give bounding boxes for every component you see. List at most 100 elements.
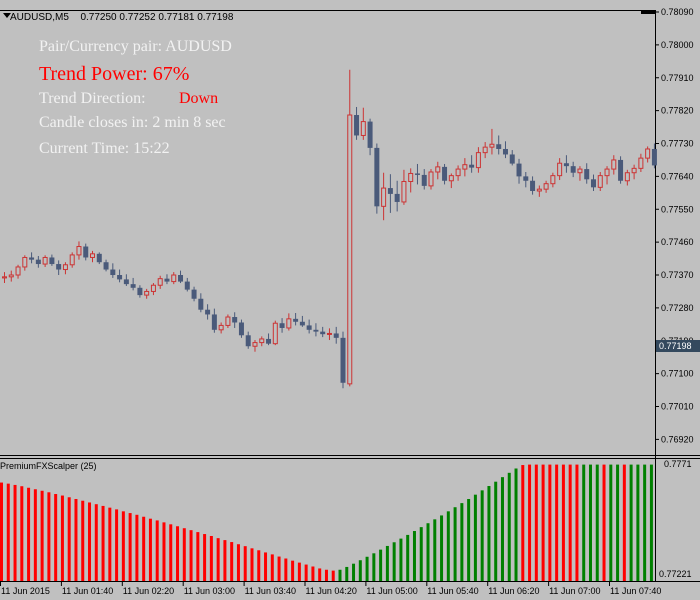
candle-body: [306, 325, 312, 330]
histogram-bar: [115, 509, 119, 581]
price-tick-label: 0.77100: [661, 369, 694, 379]
candle-body: [611, 159, 617, 170]
candle-body: [123, 279, 129, 285]
candle-body: [320, 331, 326, 335]
histogram-bar: [81, 500, 85, 581]
histogram-bar: [277, 556, 281, 581]
candle-body: [76, 246, 82, 256]
candle-body: [205, 309, 211, 315]
candle-body: [618, 159, 624, 181]
candle-body: [536, 188, 542, 192]
histogram-bar: [622, 464, 626, 581]
histogram-bar: [636, 464, 640, 581]
candle-body: [286, 318, 292, 329]
time-tick-label: 11 Jun 07:40: [610, 586, 661, 596]
candle-body: [62, 264, 68, 271]
candle-body: [8, 274, 14, 278]
candle-body: [360, 121, 366, 136]
histogram-bar: [264, 552, 268, 581]
histogram-bar: [379, 549, 383, 581]
candle-body: [238, 322, 244, 336]
chevron-down-icon[interactable]: [3, 13, 11, 18]
candle-body: [584, 169, 590, 180]
histogram-bar: [473, 494, 477, 581]
candle-body: [570, 166, 576, 173]
price-tick-label: 0.77010: [661, 402, 694, 412]
histogram-bar: [331, 570, 335, 581]
time-tick-label: 11 Jun 07:00: [549, 586, 600, 596]
candle-countdown: Candle closes in: 2 min 8 sec: [39, 114, 226, 131]
candle-body: [103, 262, 109, 270]
chart-shift-marker[interactable]: [641, 11, 655, 14]
candle-body: [482, 146, 488, 154]
histogram-bar: [88, 502, 92, 581]
histogram-bar: [345, 566, 349, 581]
histogram-bar: [311, 566, 315, 581]
histogram-bar: [352, 563, 356, 581]
time-tick-label: 11 Jun 03:40: [245, 586, 296, 596]
candle-body: [137, 287, 143, 296]
candle-body: [130, 284, 136, 288]
candle-body: [211, 314, 217, 330]
current-price-text: 0.77198: [659, 341, 692, 351]
indicator-bottom-value: 0.77221: [659, 569, 692, 579]
indicator-top-value: 0.7771: [664, 459, 692, 469]
histogram-bar: [433, 519, 437, 581]
histogram-bar: [291, 560, 295, 581]
histogram-bar: [257, 550, 261, 581]
histogram-bar: [643, 464, 647, 581]
candle-body: [577, 168, 583, 174]
candle-body: [563, 163, 569, 167]
candle-body: [272, 322, 278, 345]
candles-layer: [2, 69, 657, 389]
histogram-bar: [324, 569, 328, 581]
candle-body: [624, 172, 630, 182]
candle-body: [83, 246, 89, 258]
symbol-timeframe: AUDUSD,M5: [10, 12, 69, 23]
candle-body: [530, 180, 536, 191]
candle-body: [442, 166, 448, 181]
price-tick-label: 0.77820: [661, 106, 694, 116]
time-tick-label: 11 Jun 04:20: [306, 586, 357, 596]
histogram-bar: [270, 554, 274, 581]
candle-body: [516, 163, 522, 177]
histogram-bar: [209, 535, 213, 581]
time-tick-label: 11 Jun 05:40: [427, 586, 478, 596]
histogram-bar: [595, 464, 599, 581]
histogram-bar: [582, 464, 586, 581]
candle-body: [326, 332, 332, 335]
histogram-bar: [40, 490, 44, 581]
histogram-bar: [649, 464, 653, 581]
candle-body: [259, 338, 265, 344]
histogram-bar: [128, 513, 132, 581]
time-tick-label: 11 Jun 2015: [1, 586, 50, 596]
candle-body: [56, 264, 62, 270]
histogram-bar: [0, 482, 3, 581]
histogram-bar: [243, 546, 247, 581]
histogram-bar: [399, 538, 403, 581]
histogram-bar: [236, 544, 240, 581]
histogram-bar: [494, 481, 498, 581]
histogram-bar: [142, 516, 146, 581]
histogram-bar: [250, 548, 254, 581]
candle-body: [225, 316, 231, 326]
histogram-bar: [534, 464, 538, 581]
histogram-bar: [20, 486, 24, 581]
indicator-scale: 0.7771 0.77221: [659, 459, 692, 579]
candle-body: [218, 324, 224, 331]
candle-body: [144, 290, 150, 296]
candle-body: [557, 162, 563, 177]
candle-body: [367, 121, 373, 148]
price-tick-label: 0.77460: [661, 237, 694, 247]
candle-body: [509, 154, 515, 164]
candle-body: [279, 323, 285, 328]
price-tick-label: 0.78090: [661, 7, 694, 17]
candle-body: [469, 164, 475, 168]
candle-body: [157, 278, 163, 286]
candle-body: [462, 164, 468, 170]
histogram-bar: [230, 542, 234, 581]
trend-direction-value: Down: [179, 90, 219, 107]
candle-body: [198, 298, 204, 310]
candle-body: [252, 342, 258, 347]
